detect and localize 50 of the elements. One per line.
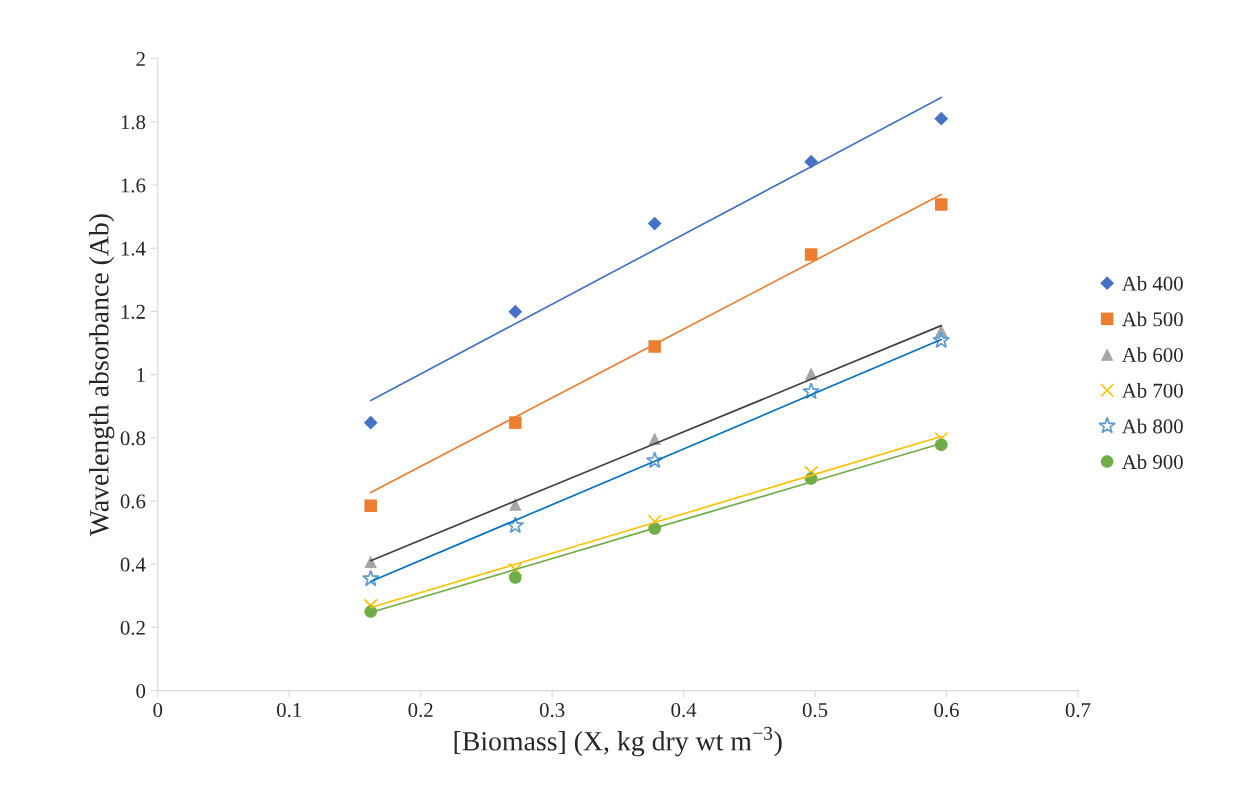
y-tick-label: 0.2 [120,620,145,635]
y-tick-label: 1 [137,368,145,382]
point [506,516,525,534]
y-tick-label: 1.6 [121,178,146,193]
point [647,216,662,231]
y-tick-label: 1.8 [121,115,146,130]
point [935,198,948,211]
y-axis-title: Wavelength absorbance (Ab) [89,214,115,537]
point [804,465,819,480]
legend-label: Ab 800 [1121,418,1183,434]
point [932,331,951,349]
y-tick-label: 0.8 [120,431,146,446]
line-series [369,96,943,402]
y-tick-label: 1.4 [121,241,146,256]
x-tick-label: 0.1 [276,702,301,718]
point [934,431,949,446]
y-tick-label: 0 [136,683,146,699]
x-tick-label: 0.3 [539,702,565,718]
point [648,340,661,353]
x-tick-label: 0.4 [671,702,697,718]
point [934,111,949,126]
x-axis-title: [Biomass] (X, kg dry wt m$^{−3}$) [454,726,782,757]
point [802,382,820,400]
point [364,555,377,568]
x-tick-label: 0.7 [1065,702,1091,718]
point [508,304,523,319]
point [804,248,818,261]
point [508,562,523,577]
point [363,415,378,430]
point [361,569,380,587]
legend-label: Ab 500 [1121,311,1183,327]
y-tick-label: 0.4 [120,557,146,572]
point [509,498,522,511]
legend-label: Ab 600 [1121,347,1183,363]
point [509,416,522,429]
y-tick-label: 0.6 [120,494,146,509]
y-tick-label: 2 [136,52,145,66]
point [645,451,664,469]
y-tick-label: 1.2 [121,304,145,319]
point [647,514,662,529]
legend-label: Ab 900 [1121,454,1183,470]
point [804,154,818,169]
x-tick-label: 0.2 [408,702,433,718]
point [364,499,377,512]
x-tick-label: 0.5 [802,702,828,718]
x-tick-label: 0.6 [934,702,959,718]
point [509,571,522,584]
x-tick-label: 0 [153,702,163,718]
legend-label: Ab 400 [1121,276,1183,291]
legend-label: Ab 700 [1121,383,1183,398]
